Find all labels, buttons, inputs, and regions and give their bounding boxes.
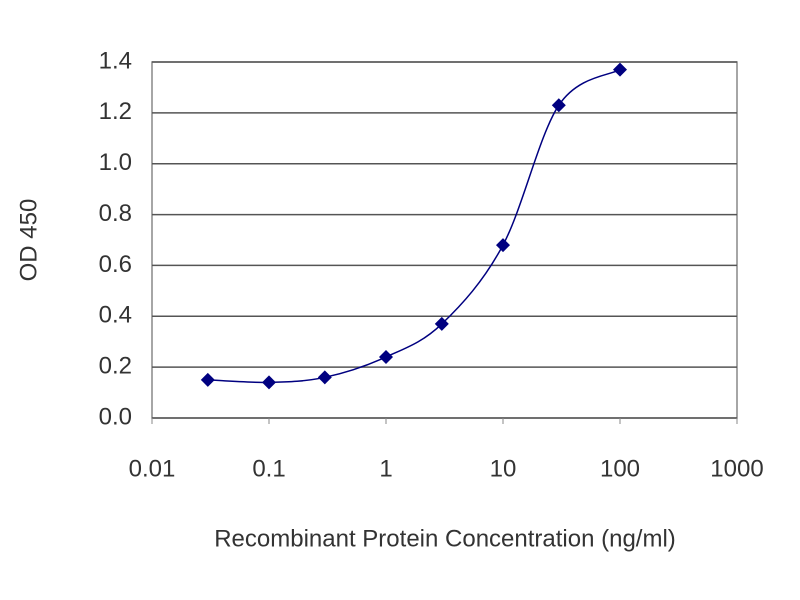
y-tick-label: 0.2 [99, 352, 132, 379]
y-tick-label: 0.6 [99, 251, 132, 278]
y-tick-label: 0.0 [99, 403, 132, 430]
data-point [496, 238, 510, 253]
data-point [262, 375, 276, 390]
plot-area [151, 61, 738, 419]
data-point [200, 372, 215, 387]
y-tick-label: 0.8 [99, 200, 132, 227]
x-tick-label: 1 [379, 455, 392, 482]
y-axis-label: OD 450 [15, 199, 42, 282]
data-point [317, 370, 332, 385]
y-tick-label: 1.2 [99, 98, 132, 125]
y-tick-label: 0.4 [99, 302, 132, 329]
data-point [613, 62, 627, 77]
y-tick-label: 1.4 [99, 47, 132, 74]
data-point [379, 349, 393, 364]
x-tick-label: 10 [490, 455, 517, 482]
x-tick-label: 0.01 [129, 455, 176, 482]
x-tick-label: 1000 [710, 455, 763, 482]
data-point [551, 98, 566, 113]
data-point [434, 316, 449, 331]
y-tick-label: 1.0 [99, 149, 132, 176]
x-tick-label: 100 [600, 455, 640, 482]
x-tick-label: 0.1 [252, 455, 285, 482]
x-axis-label: Recombinant Protein Concentration (ng/ml… [214, 525, 676, 552]
